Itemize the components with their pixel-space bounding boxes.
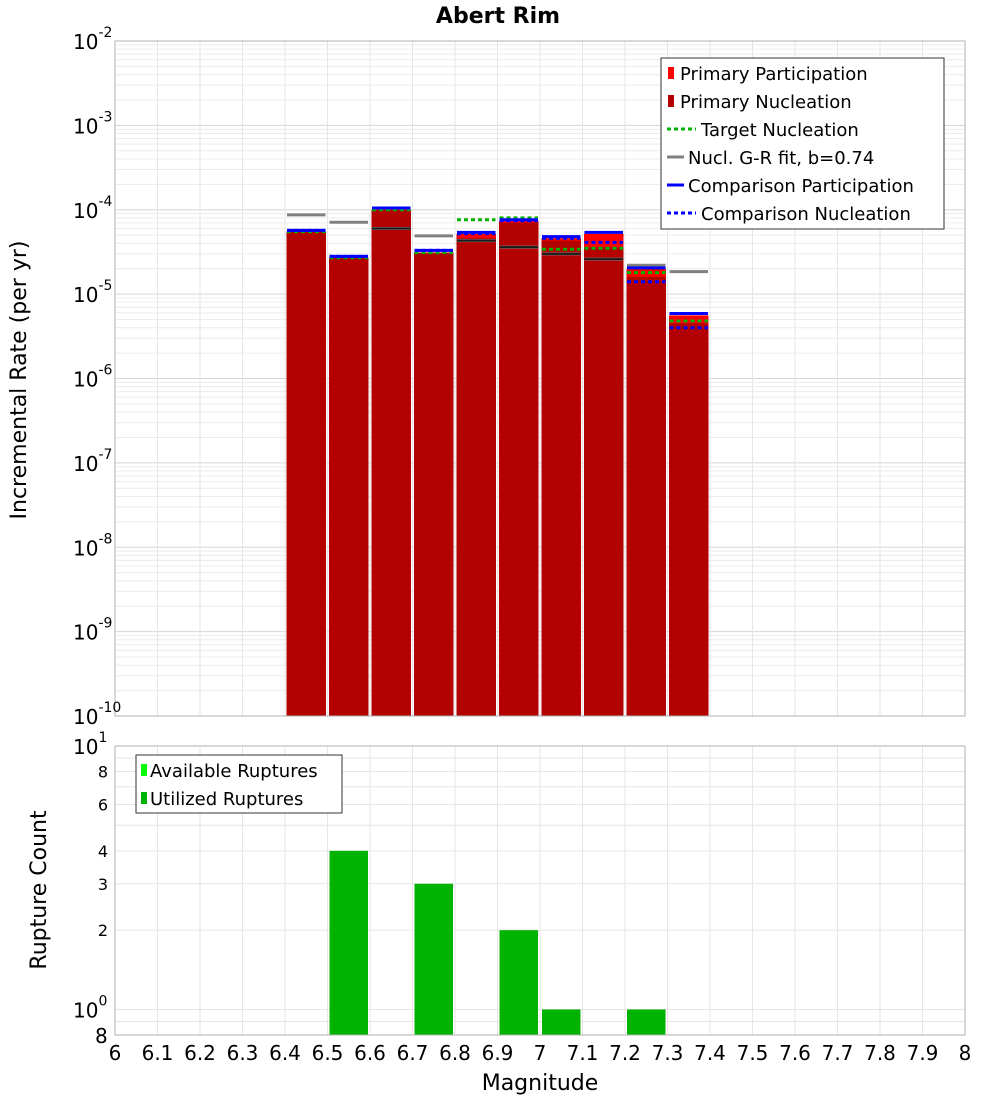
legend-label: Nucl. G-R fit, b=0.74	[688, 148, 874, 169]
x-tick-label: 8	[959, 1041, 972, 1065]
top-panel: 10-10 10-9 10-8 10-7 10-6 10-5 10-4 10-3 10-2 Inc…	[7, 25, 966, 729]
bottom-legend: Available Ruptures Utilized Ruptures	[135, 754, 343, 814]
legend-label: Comparison Nucleation	[701, 204, 911, 225]
y-tick-label: 10-2	[73, 25, 112, 54]
bottom-plot-frame	[114, 745, 966, 1036]
x-axis-label: Magnitude	[482, 1071, 599, 1096]
legend-box	[660, 57, 945, 230]
y-tick-label: 10-6	[73, 363, 113, 392]
y-tick-label: 10-3	[73, 109, 112, 138]
nucleation-bar	[414, 252, 454, 716]
x-tick-label: 6.3	[227, 1041, 259, 1065]
legend-swatch	[668, 95, 674, 107]
y-tick-label: 10-7	[73, 447, 112, 476]
y-axis-label: Incremental Rate (per yr)	[7, 241, 32, 520]
legend-swatch	[141, 792, 147, 804]
x-tick-label: 6.4	[269, 1041, 301, 1065]
nucleation-bar	[541, 240, 581, 717]
legend-label: Primary Nucleation	[680, 92, 852, 113]
y-tick-label: 8	[95, 1024, 108, 1048]
nucleation-bar	[499, 222, 539, 716]
y-tick-label: 10-5	[73, 278, 112, 307]
nucleation-bar	[669, 323, 709, 716]
x-tick-label: 6.9	[482, 1041, 514, 1065]
top-grid	[114, 41, 966, 717]
legend-label: Utilized Ruptures	[150, 789, 303, 810]
utilized-ruptures-bar	[542, 1009, 581, 1035]
x-tick-label: 7.5	[737, 1041, 769, 1065]
y-tick-label: 10-9	[73, 616, 112, 645]
x-tick-label: 7	[534, 1041, 547, 1065]
bottom-bars	[329, 850, 666, 1035]
nucleation-bar	[456, 238, 496, 716]
x-tick-label: 7.2	[609, 1041, 641, 1065]
legend-label: Comparison Participation	[688, 176, 914, 197]
x-tick-label: 6	[109, 1041, 122, 1065]
top-marks	[287, 206, 708, 330]
legend-label: Target Nucleation	[700, 120, 859, 141]
utilized-ruptures-bar	[414, 883, 453, 1035]
legend-swatch	[141, 764, 147, 776]
x-tick-label: 6.2	[184, 1041, 216, 1065]
x-tick-label: 7.7	[822, 1041, 854, 1065]
x-tick-label: 7.6	[779, 1041, 811, 1065]
y-tick-label: 10-10	[73, 700, 121, 729]
y-tick-label: 10-4	[73, 194, 113, 223]
y-tick-label: 6	[98, 795, 108, 814]
x-tick-label: 7.3	[652, 1041, 684, 1065]
x-tick-label: 7.1	[567, 1041, 599, 1065]
utilized-ruptures-bar	[329, 850, 368, 1035]
x-tick-label: 6.8	[439, 1041, 471, 1065]
utilized-ruptures-bar	[627, 1009, 666, 1035]
x-tick-label: 6.6	[354, 1041, 386, 1065]
legend-swatch	[668, 67, 674, 79]
chart-title: Abert Rim	[436, 4, 560, 29]
y-tick-label: 101	[73, 730, 107, 759]
y-tick-label: 100	[73, 993, 107, 1022]
x-tick-label: 7.9	[907, 1041, 939, 1065]
y-tick-label: 4	[98, 842, 108, 861]
nucleation-bar	[371, 209, 411, 716]
nucleation-bar	[329, 257, 369, 716]
nucleation-bar	[286, 231, 326, 716]
legend-box	[135, 754, 343, 814]
x-tick-label: 6.1	[142, 1041, 174, 1065]
y-tick-label: 8	[98, 763, 108, 782]
x-tick-label: 7.8	[864, 1041, 896, 1065]
legend-label: Available Ruptures	[150, 761, 318, 782]
y-tick-label: 3	[98, 875, 108, 894]
y-tick-label: 2	[98, 921, 108, 940]
x-tick-label: 6.7	[397, 1041, 429, 1065]
top-plot-frame	[114, 40, 966, 717]
x-tick-label: 7.4	[694, 1041, 726, 1065]
nucleation-bar	[626, 276, 666, 716]
utilized-ruptures-bar	[499, 930, 538, 1035]
y-axis-label: Rupture Count	[27, 810, 52, 970]
top-legend: Primary Participation Primary Nucleation T…	[660, 57, 945, 230]
y-tick-label: 10-8	[73, 531, 112, 560]
x-tick-label: 6.5	[312, 1041, 344, 1065]
legend-label: Primary Participation	[680, 64, 868, 85]
top-bars	[286, 209, 709, 717]
nucleation-bar	[584, 247, 624, 716]
